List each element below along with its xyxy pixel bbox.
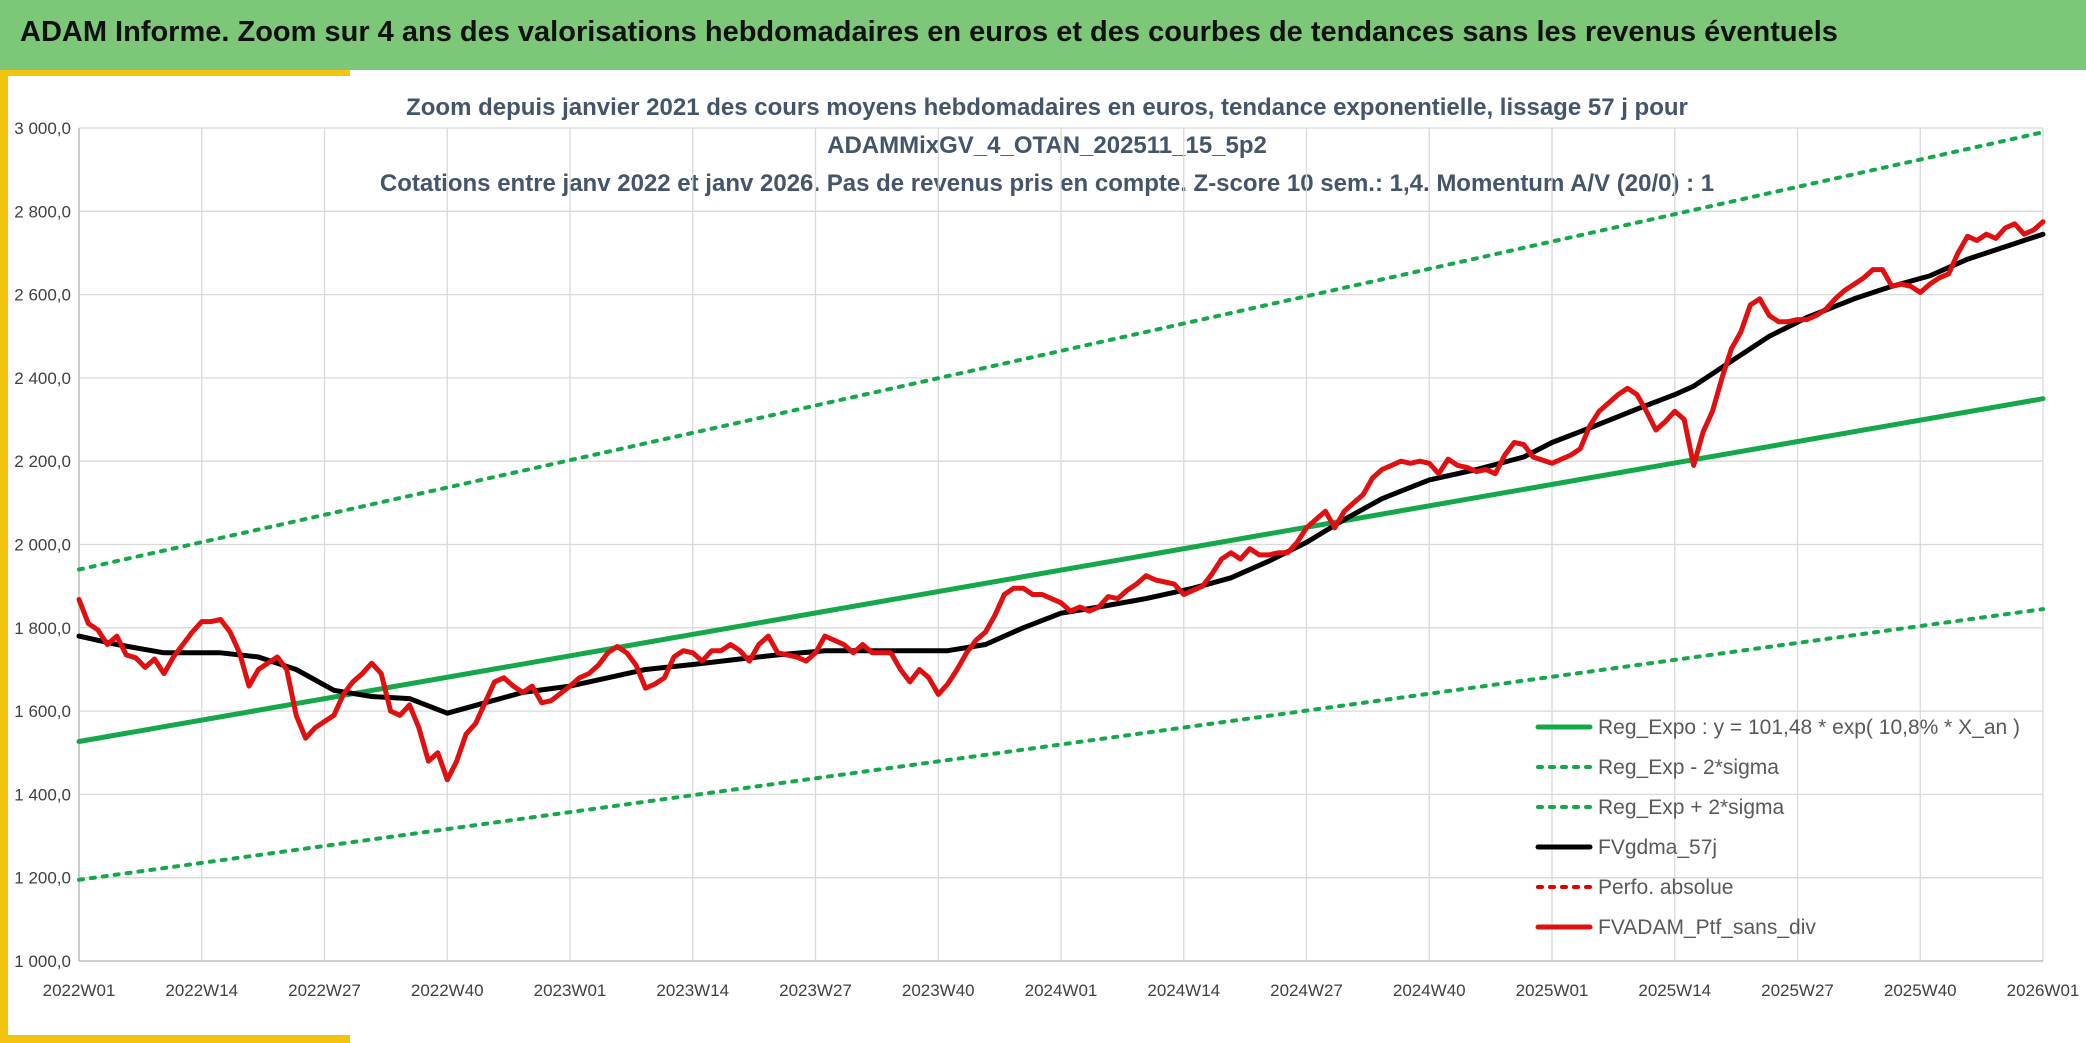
- frame-accent-left: [0, 70, 8, 1043]
- y-tick-label: 1 000,0: [14, 952, 71, 971]
- frame-accent-bottom: [0, 1035, 350, 1043]
- y-tick-label: 2 000,0: [14, 536, 71, 555]
- y-tick-label: 2 400,0: [14, 369, 71, 388]
- y-tick-label: 1 600,0: [14, 702, 71, 721]
- header-banner: ADAM Informe. Zoom sur 4 ans des valoris…: [0, 0, 2086, 70]
- y-tick-label: 1 400,0: [14, 785, 71, 804]
- x-tick-label: 2025W27: [1761, 981, 1834, 1000]
- plot-area: [76, 130, 2046, 882]
- y-tick-label: 1 200,0: [14, 869, 71, 888]
- x-tick-label: 2023W01: [534, 981, 607, 1000]
- page-title: ADAM Informe. Zoom sur 4 ans des valoris…: [20, 16, 1838, 48]
- legend-label-1: Reg_Expo : y = 101,48 * exp( 10,8% * X_a…: [1598, 716, 2020, 739]
- y-tick-label: 2 200,0: [14, 452, 71, 471]
- chart-title-line-3: Cotations entre janv 2022 et janv 2026. …: [380, 170, 1714, 197]
- y-tick-label: 2 600,0: [14, 286, 71, 305]
- x-tick-label: 2025W01: [1516, 981, 1589, 1000]
- x-tick-label: 2023W14: [656, 981, 729, 1000]
- chart-title: Zoom depuis janvier 2021 des cours moyen…: [380, 94, 1714, 197]
- x-tick-label: 2023W27: [779, 981, 852, 1000]
- series-line-3: [77, 130, 2045, 572]
- axes: 1 000,0 1 200,0 1 400,0 1 600,0 1 800,0 2 000…: [14, 119, 2079, 1000]
- grid: [78, 127, 2044, 962]
- x-tick-label: 2024W01: [1025, 981, 1098, 1000]
- x-tick-label: 2022W40: [411, 981, 484, 1000]
- x-tick-label: 2023W40: [902, 981, 975, 1000]
- y-tick-label: 2 800,0: [14, 202, 71, 221]
- x-tick-label: 2025W40: [1884, 981, 1957, 1000]
- series-line-1: [76, 396, 2046, 744]
- x-tick-label: 2024W27: [1270, 981, 1343, 1000]
- x-tick-label: 2024W40: [1393, 981, 1466, 1000]
- legend-label-2: Reg_Exp - 2*sigma: [1598, 756, 1779, 779]
- y-tick-label: 3 000,0: [14, 119, 71, 138]
- x-tick-label: 2022W14: [165, 981, 238, 1000]
- y-tick-label: 1 800,0: [14, 619, 71, 638]
- x-tick-label: 2022W01: [43, 981, 116, 1000]
- x-tick-label: 2022W27: [288, 981, 361, 1000]
- x-tick-label: 2024W14: [1147, 981, 1220, 1000]
- series-line-6: [76, 219, 2046, 783]
- legend-label-5: Perfo. absolue: [1598, 876, 1733, 899]
- x-tick-label: 2026W01: [2007, 981, 2080, 1000]
- legend-label-4: FVgdma_57j: [1598, 836, 1717, 859]
- chart-title-line-2: ADAMMixGV_4_OTAN_202511_15_5p2: [827, 132, 1267, 159]
- x-tick-label: 2025W14: [1638, 981, 1711, 1000]
- chart-title-line-1: Zoom depuis janvier 2021 des cours moyen…: [406, 94, 1688, 121]
- legend: Reg_Expo : y = 101,48 * exp( 10,8% * X_a…: [1535, 716, 2020, 939]
- legend-label-6: FVADAM_Ptf_sans_div: [1598, 916, 1816, 939]
- frame-accent-top: [0, 70, 350, 76]
- legend-label-3: Reg_Exp + 2*sigma: [1598, 796, 1785, 819]
